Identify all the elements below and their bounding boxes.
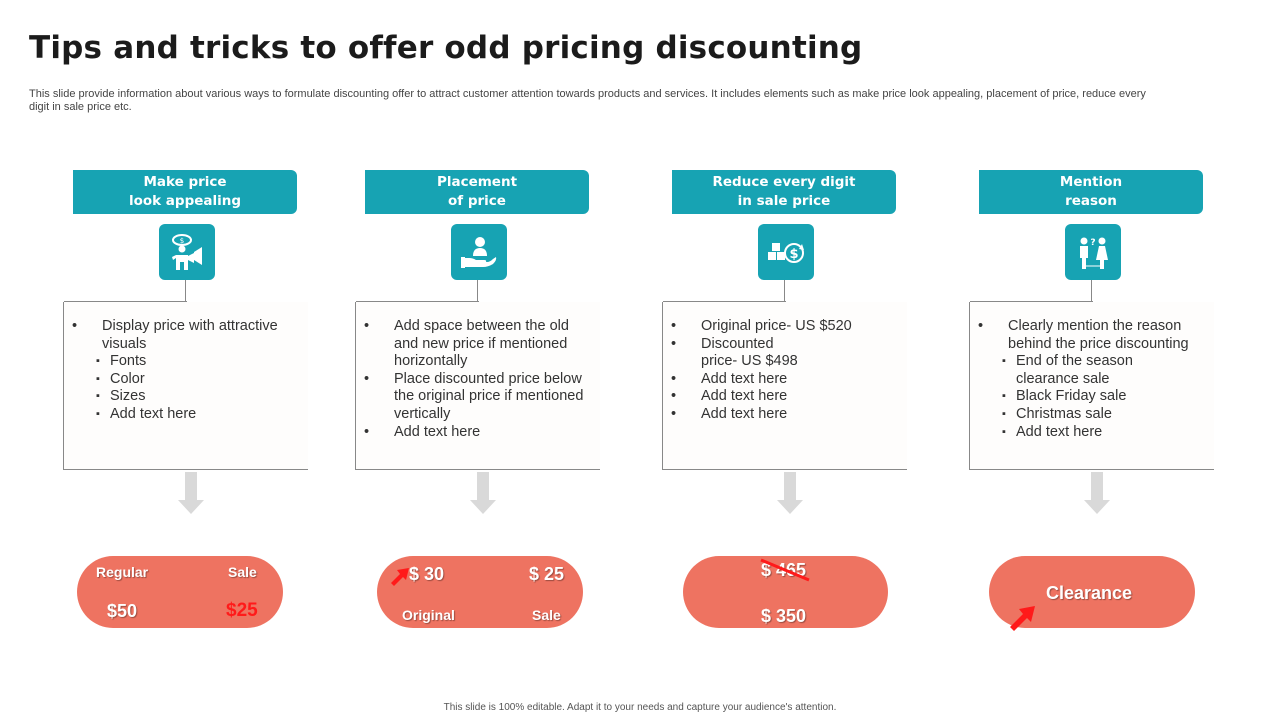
- content-box: Clearly mention the reason behind the pr…: [969, 301, 1214, 470]
- list-item: Sizes: [72, 388, 304, 406]
- regular-price: $50: [107, 601, 138, 621]
- pointer-arrow-icon: [1010, 606, 1035, 631]
- list-item: Black Friday sale: [978, 388, 1210, 406]
- list-item: Add text here: [671, 371, 903, 389]
- pointer-arrow-icon: [391, 568, 409, 586]
- price-pill: Regular Sale $50 $25: [77, 556, 283, 628]
- sale-price: $25: [226, 600, 258, 621]
- list-item: Add text here: [671, 406, 903, 424]
- hand-holding-person-icon: [451, 224, 507, 280]
- list-item: Place discounted price below the origina…: [364, 371, 596, 424]
- clearance-pill: Clearance: [989, 556, 1195, 631]
- list-item: End of the season clearance sale: [978, 353, 1210, 388]
- list-item: Discounted price- US $498: [671, 336, 903, 371]
- list-item: Add space between the old and new price …: [364, 318, 596, 371]
- down-arrow-icon: [777, 472, 803, 514]
- original-price: $ 30: [409, 564, 445, 584]
- down-arrow-icon: [1084, 472, 1110, 514]
- column-make-price-appealing: Make price look appealing $ Display pric…: [63, 0, 323, 720]
- sale-price: $ 25: [529, 564, 565, 584]
- sale-label: Sale: [532, 607, 561, 623]
- column-header: Mention reason: [979, 170, 1203, 214]
- list-item: Color: [72, 371, 304, 389]
- new-price: $ 350: [761, 606, 807, 626]
- column-header: Placement of price: [365, 170, 589, 214]
- list-item: Add text here: [72, 406, 304, 424]
- original-label: Original: [402, 607, 455, 623]
- connector-line: [185, 280, 186, 302]
- slide-footer: This slide is 100% editable. Adapt it to…: [443, 702, 837, 713]
- sale-label: Sale: [228, 564, 257, 580]
- clearance-label: Clearance: [1046, 583, 1133, 603]
- content-box: Original price- US $520 Discounted price…: [662, 301, 907, 470]
- column-mention-reason: Mention reason ? Clearly mention the rea…: [969, 0, 1229, 720]
- content-box: Display price with attractive visuals Fo…: [63, 301, 308, 470]
- regular-label: Regular: [96, 564, 149, 580]
- price-pill: $ 465 $ 350: [683, 556, 888, 628]
- list-item: Original price- US $520: [671, 318, 903, 336]
- couple-question-icon: ?: [1065, 224, 1121, 280]
- price-pill: $ 30 $ 25 Original Sale: [377, 556, 583, 628]
- down-arrow-icon: [178, 472, 204, 514]
- slide-title: Tips and tricks to offer odd pricing dis…: [29, 30, 863, 66]
- slide-subtitle: This slide provide information about var…: [29, 88, 1146, 113]
- presenter-megaphone-icon: $: [159, 224, 215, 280]
- connector-line: [784, 280, 785, 302]
- list-item: Add text here: [671, 388, 903, 406]
- column-placement-of-price: Placement of price Add space between the…: [355, 0, 615, 720]
- boxes-dollar-icon: $: [758, 224, 814, 280]
- column-header: Reduce every digit in sale price: [672, 170, 896, 214]
- list-item: Christmas sale: [978, 406, 1210, 424]
- list-item: Clearly mention the reason behind the pr…: [978, 318, 1210, 353]
- svg-text:$: $: [180, 237, 184, 245]
- connector-line: [1091, 280, 1092, 302]
- list-item: Add text here: [364, 424, 596, 442]
- strike-line: [760, 558, 810, 582]
- connector-line: [477, 280, 478, 302]
- list-item: Fonts: [72, 353, 304, 371]
- content-box: Add space between the old and new price …: [355, 301, 600, 470]
- svg-text:$: $: [789, 247, 798, 262]
- svg-text:?: ?: [1090, 238, 1095, 248]
- down-arrow-icon: [470, 472, 496, 514]
- column-header: Make price look appealing: [73, 170, 297, 214]
- list-item: Display price with attractive visuals: [72, 318, 304, 353]
- column-reduce-every-digit: Reduce every digit in sale price $ Origi…: [662, 0, 922, 720]
- list-item: Add text here: [978, 424, 1210, 442]
